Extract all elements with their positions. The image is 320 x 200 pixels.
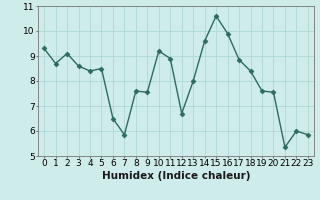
X-axis label: Humidex (Indice chaleur): Humidex (Indice chaleur)	[102, 171, 250, 181]
